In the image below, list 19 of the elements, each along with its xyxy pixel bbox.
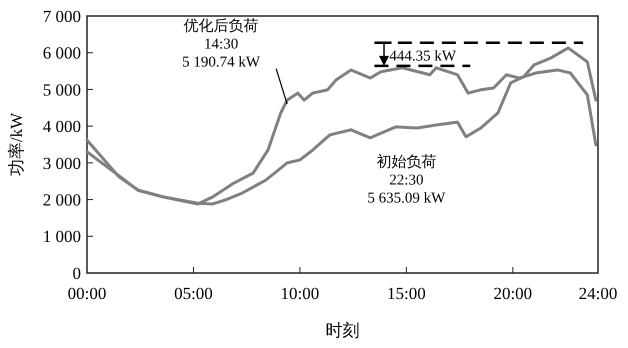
y-tick-label: 0	[72, 264, 81, 283]
y-tick-label: 1 000	[42, 227, 81, 246]
y-tick-label: 4 000	[42, 117, 81, 136]
x-tick-label: 10:00	[280, 284, 320, 303]
y-tick-label: 5 000	[42, 80, 81, 100]
y-tick-label: 6 000	[42, 44, 81, 63]
annotation: 优化后负荷 14:30 5 190.74 kW	[182, 18, 261, 71]
y-tick-label: 3 000	[42, 154, 81, 173]
x-tick-label: 15:00	[387, 284, 426, 303]
x-tick-label: 24:00	[578, 284, 618, 303]
x-tick-label: 05:00	[174, 284, 213, 303]
y-tick-label: 7 000	[42, 6, 81, 26]
y-tick-label: 2 000	[42, 190, 81, 210]
annotation: 444.35 kW	[389, 48, 457, 64]
x-tick-label: 00:00	[68, 284, 106, 303]
y-axis-title: 功率/kW	[7, 112, 26, 176]
x-tick-label: 20:00	[493, 284, 532, 303]
x-axis-title: 时刻	[326, 321, 360, 340]
annotation: 初始负荷 22:30 5 635.09 kW	[367, 154, 446, 207]
